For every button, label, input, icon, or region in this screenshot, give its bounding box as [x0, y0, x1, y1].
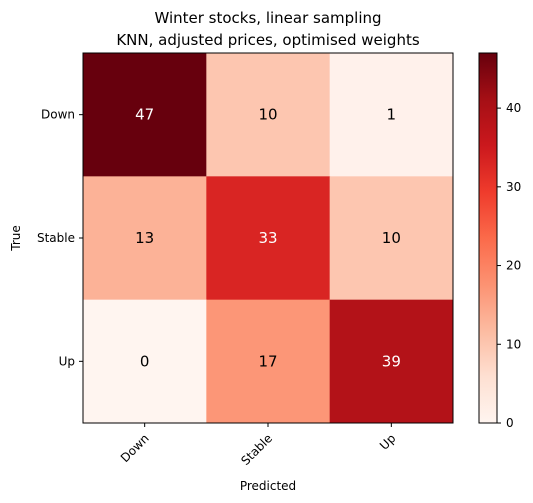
heatmap-cell [329, 299, 454, 424]
colorbar-tick-label: 40 [506, 101, 521, 115]
x-tick-label: Stable [238, 431, 275, 468]
heatmap-cell [206, 53, 331, 177]
heatmap-cell [206, 299, 331, 424]
colorbar-tick-label: 10 [506, 337, 521, 351]
cell-value-label: 10 [382, 229, 401, 247]
x-tick-label: Up [377, 431, 399, 453]
cell-value-labels: 47 10 1 13 33 10 0 17 39 [135, 106, 401, 371]
chart-subtitle: KNN, adjusted prices, optimised weights [116, 31, 420, 49]
colorbar [478, 52, 498, 424]
cell-value-label: 17 [258, 352, 277, 370]
colorbar-tick-label: 20 [506, 259, 521, 273]
x-axis-ticks: Down Stable Up [118, 423, 399, 468]
heatmap-cell [83, 176, 207, 301]
heatmap-cells [83, 53, 454, 424]
y-tick-label: Stable [37, 231, 75, 245]
heatmap-cell [329, 53, 454, 177]
y-axis-ticks: Down Stable Up [37, 108, 83, 368]
cell-value-label: 0 [140, 352, 150, 370]
x-axis-label: Predicted [240, 479, 296, 493]
cell-value-label: 39 [382, 352, 401, 370]
cell-value-label: 13 [135, 229, 154, 247]
cell-value-label: 1 [387, 106, 397, 124]
y-tick-label: Up [59, 354, 75, 368]
heatmap-cell [83, 53, 207, 177]
colorbar-tick-label: 0 [506, 416, 514, 430]
x-tick-label: Down [118, 431, 152, 465]
heatmap-cell [206, 176, 331, 301]
colorbar-ticks: 0 10 20 30 40 [497, 101, 521, 430]
y-tick-label: Down [41, 108, 75, 122]
heatmap-cell [329, 176, 454, 301]
cell-value-label: 10 [258, 106, 277, 124]
colorbar-tick-label: 30 [506, 180, 521, 194]
chart-title: Winter stocks, linear sampling [154, 9, 381, 27]
y-axis-label: True [9, 225, 23, 252]
cell-value-label: 33 [258, 229, 277, 247]
cell-value-label: 47 [135, 106, 154, 124]
heatmap-cell [83, 299, 207, 424]
